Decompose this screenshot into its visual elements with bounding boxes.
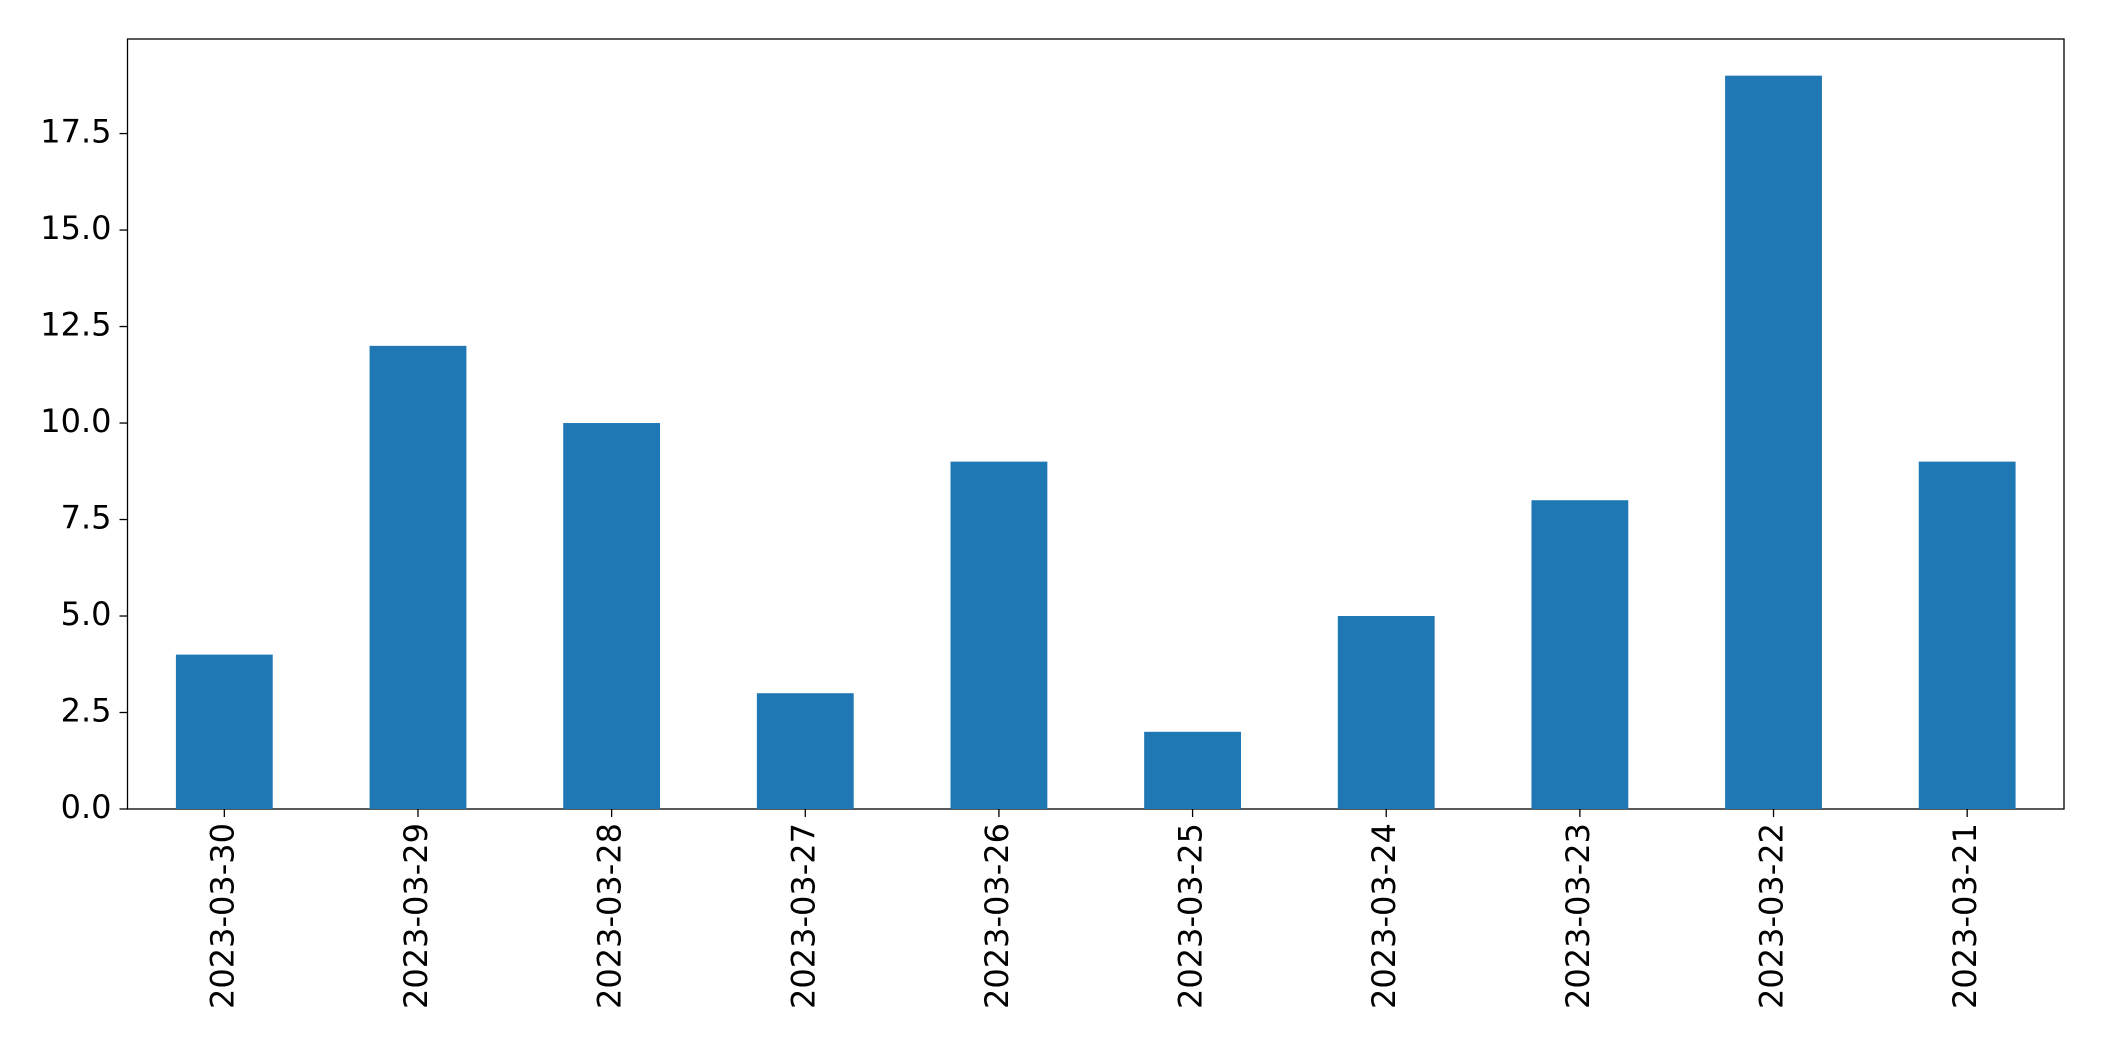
x-tick-label: 2023-03-30	[203, 823, 241, 1009]
y-tick-label: 0.0	[61, 788, 112, 826]
y-tick-label: 10.0	[40, 402, 111, 440]
x-tick-label: 2023-03-22	[1753, 823, 1791, 1009]
bar	[369, 345, 467, 809]
plot-frame	[126, 38, 2065, 810]
x-tick-label: 2023-03-28	[591, 823, 629, 1009]
bar	[1918, 461, 2016, 809]
x-tick-label: 2023-03-24	[1365, 823, 1403, 1009]
x-tick-label: 2023-03-25	[1172, 823, 1210, 1009]
y-tick-label: 5.0	[61, 595, 112, 633]
y-tick-label: 7.5	[61, 499, 112, 537]
y-tick-label: 15.0	[40, 209, 111, 247]
x-tick-label: 2023-03-27	[784, 823, 822, 1009]
y-tick-label: 12.5	[40, 306, 111, 344]
bar	[1144, 731, 1241, 809]
x-tick-label: 2023-03-23	[1559, 823, 1597, 1009]
bar	[1531, 500, 1629, 809]
bar	[756, 693, 854, 809]
bar	[1337, 616, 1435, 809]
bar	[950, 461, 1048, 809]
bar	[175, 654, 273, 809]
bar	[1725, 75, 1822, 809]
y-tick-label: 17.5	[40, 113, 111, 151]
bar	[563, 423, 661, 809]
x-tick-label: 2023-03-29	[397, 823, 435, 1009]
x-tick-label: 2023-03-26	[978, 823, 1016, 1009]
y-tick-label: 2.5	[61, 692, 112, 730]
x-tick-label: 2023-03-21	[1946, 823, 1984, 1009]
